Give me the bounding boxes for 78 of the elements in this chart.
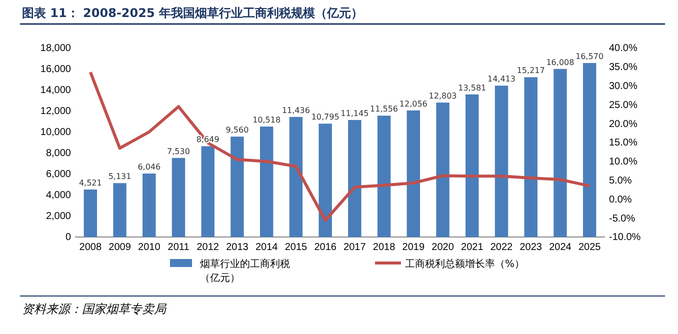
y2-tick-label: 5.0% [609,176,632,186]
data-label: 4,521 [78,178,102,188]
x-tick-label: 2017 [344,242,366,254]
x-tick-label: 2011 [168,242,190,254]
x-tick-label: 2023 [520,242,542,254]
y-tick-label: 8,000 [46,148,72,160]
x-tick-label: 2019 [402,242,425,254]
x-tick-label: 2024 [549,242,572,254]
bar [142,174,156,237]
bar [406,110,420,237]
x-tick-label: 2013 [226,242,249,254]
data-label: 5,131 [108,172,132,182]
chart-title: 图表 11： 2008-2025 年我国烟草行业工商利税规模（亿元） [22,6,364,20]
data-label: 15,217 [516,66,545,76]
x-tick-label: 2022 [490,242,514,254]
y2-tick-label: 15.0% [609,138,638,149]
bar [466,94,479,237]
data-label: 13,581 [458,83,486,92]
y2-tick-label: 35.0% [609,62,638,74]
y2-tick-label: 40.0% [609,43,638,54]
y-tick-label: 14,000 [40,85,72,96]
text: 资料来源：国家烟草专卖局 [22,302,167,316]
data-label: 10,518 [252,116,281,125]
bar [230,136,244,237]
data-label: 16,570 [576,52,604,62]
y-tick-label: 4,000 [46,190,72,202]
data-label: 10,795 [311,112,340,122]
y-tick-label: 12,000 [40,106,72,118]
bar [260,126,274,237]
data-label: 9,560 [226,126,249,135]
data-label: 11,436 [282,106,310,115]
y-tick-label: 0 [65,232,72,244]
y2-tick-label: 0.0% [609,194,632,206]
data-label: 7,530 [167,146,190,156]
y-tick-label: 6,000 [46,169,72,180]
x-tick-label: 2021 [461,242,484,254]
bar [172,158,186,237]
bar [84,190,98,237]
bar [113,183,126,237]
x-tick-label: 2020 [432,242,454,254]
bar [582,63,596,237]
data-label: 12,803 [428,92,457,101]
x-tick-label: 2010 [138,242,161,254]
x-tick-label: 2008 [79,242,102,254]
y2-tick-label: 30.0% [609,81,638,92]
x-tick-label: 2014 [255,242,278,254]
y-tick-label: 16,000 [40,64,72,76]
data-label: 14,413 [487,74,516,84]
bar [554,68,567,237]
bar [318,124,332,237]
bar [377,116,391,237]
data-label: 12,056 [399,99,428,108]
y2-tick-label: -5.0% [609,213,636,224]
legend-label: 烟草行业的工商利税（亿元） [200,258,290,284]
bar [436,102,450,237]
y2-tick-label: 10.0% [609,156,638,168]
y-tick-label: 10,000 [40,127,72,138]
x-tick-label: 2012 [196,242,220,254]
legend-label: 工商税利总额增长率（%） [405,258,525,270]
y2-tick-label: 20.0% [609,118,638,130]
bar [201,146,214,237]
data-label: 11,556 [370,104,398,114]
y-tick-label: 18,000 [40,43,72,54]
x-tick-label: 2015 [284,242,308,254]
data-label: 16,008 [546,58,574,67]
data-label: 6,046 [138,162,161,172]
y2-tick-label: 25.0% [609,100,638,111]
x-tick-label: 2016 [314,242,337,254]
data-label: 11,145 [340,108,369,118]
bar [289,116,303,237]
bar [494,86,508,237]
bar [348,120,362,237]
y2-tick-label: -10.0% [609,232,641,244]
y-tick-label: 2,000 [46,211,72,222]
x-tick-label: 2009 [108,242,132,254]
bar [524,77,538,237]
x-tick-label: 2018 [372,242,396,254]
x-tick-label: 2025 [578,242,602,254]
